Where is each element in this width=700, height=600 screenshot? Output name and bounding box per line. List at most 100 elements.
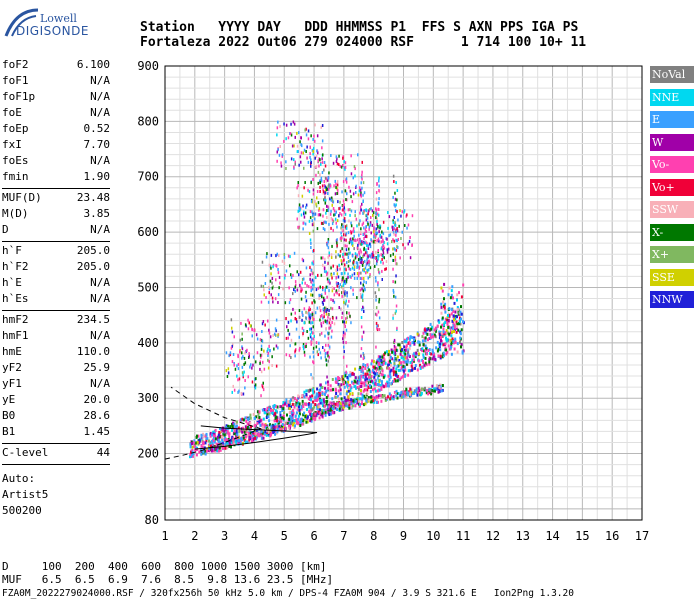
echo-point <box>268 328 270 332</box>
echo-point <box>214 437 217 441</box>
echo-point <box>265 416 268 419</box>
echo-point <box>382 251 385 255</box>
echo-point <box>314 396 317 400</box>
echo-point <box>404 356 407 360</box>
echo-point <box>323 220 325 224</box>
echo-point <box>270 272 272 276</box>
echo-point <box>285 269 288 273</box>
echo-point <box>450 308 453 312</box>
echo-point <box>428 358 431 362</box>
echo-point <box>316 190 319 193</box>
echo-point <box>276 159 278 163</box>
echo-point <box>396 262 398 266</box>
echo-point <box>306 415 309 419</box>
echo-point <box>312 350 314 354</box>
echo-point <box>401 390 404 394</box>
echo-point <box>336 243 338 247</box>
echo-point <box>264 430 267 434</box>
echo-point <box>301 277 304 281</box>
echo-point <box>405 345 408 349</box>
echo-point <box>258 416 261 419</box>
echo-point <box>317 213 320 217</box>
echo-point <box>333 293 336 297</box>
echo-point <box>367 375 370 379</box>
echo-point <box>240 418 242 422</box>
echo-point <box>196 440 199 444</box>
echo-point <box>365 248 367 252</box>
echo-point <box>285 167 287 170</box>
echo-point <box>326 404 329 408</box>
echo-point <box>311 148 314 152</box>
echo-point <box>276 405 279 409</box>
echo-point <box>439 385 442 389</box>
echo-point <box>446 321 449 324</box>
echo-point <box>342 164 344 167</box>
echo-point <box>384 361 387 365</box>
x-tick-label: 14 <box>545 529 559 543</box>
echo-point <box>324 334 326 338</box>
echo-point <box>407 393 409 397</box>
echo-point <box>361 335 363 339</box>
echo-point <box>356 246 359 250</box>
echo-point <box>285 400 288 404</box>
echo-point <box>296 406 299 410</box>
echo-point <box>338 400 341 404</box>
echo-point <box>419 365 422 369</box>
echo-point <box>300 417 303 421</box>
echo-point <box>396 391 399 395</box>
echo-point <box>356 253 358 257</box>
logo-text-lowell: Lowell <box>40 12 77 25</box>
echo-point <box>316 387 319 391</box>
echo-point <box>280 164 283 168</box>
echo-point <box>353 165 356 169</box>
echo-point <box>341 247 343 251</box>
echo-point <box>307 404 310 408</box>
echo-point <box>296 144 299 148</box>
echo-point <box>215 447 218 451</box>
echo-point <box>395 389 398 393</box>
echo-point <box>391 240 393 243</box>
echo-point <box>354 256 357 260</box>
echo-point <box>394 197 397 201</box>
echo-point <box>235 424 238 428</box>
echo-point <box>338 407 341 411</box>
echo-point <box>340 238 342 242</box>
echo-point <box>456 342 459 346</box>
echo-point <box>445 318 448 322</box>
echo-point <box>357 274 360 278</box>
echo-point <box>372 250 374 254</box>
echo-point <box>380 235 383 239</box>
echo-point <box>365 379 368 383</box>
echo-point <box>287 320 290 324</box>
echo-point <box>363 191 366 195</box>
echo-point <box>350 405 353 409</box>
echo-point <box>360 227 362 231</box>
echo-point <box>311 219 313 223</box>
echo-point <box>361 242 363 246</box>
echo-point <box>340 403 343 407</box>
echo-point <box>332 207 335 210</box>
echo-point <box>316 149 318 153</box>
echo-point <box>233 335 235 339</box>
echo-point <box>377 324 379 328</box>
echo-point <box>226 431 229 435</box>
echo-point <box>334 192 337 196</box>
echo-point <box>340 226 342 230</box>
echo-point <box>279 427 282 431</box>
echo-point <box>319 401 322 405</box>
echo-point <box>312 192 315 196</box>
echo-point <box>347 231 350 235</box>
echo-point <box>452 309 455 313</box>
echo-point <box>281 416 284 420</box>
echo-point <box>340 307 342 311</box>
echo-point <box>275 404 278 408</box>
echo-point <box>360 175 363 179</box>
echo-point <box>451 328 453 332</box>
echo-point <box>305 266 308 270</box>
echo-point <box>296 320 298 324</box>
echo-point <box>377 283 379 287</box>
echo-point <box>326 380 329 384</box>
echo-point <box>442 327 445 331</box>
echo-point <box>251 366 253 370</box>
echo-point <box>360 250 362 254</box>
